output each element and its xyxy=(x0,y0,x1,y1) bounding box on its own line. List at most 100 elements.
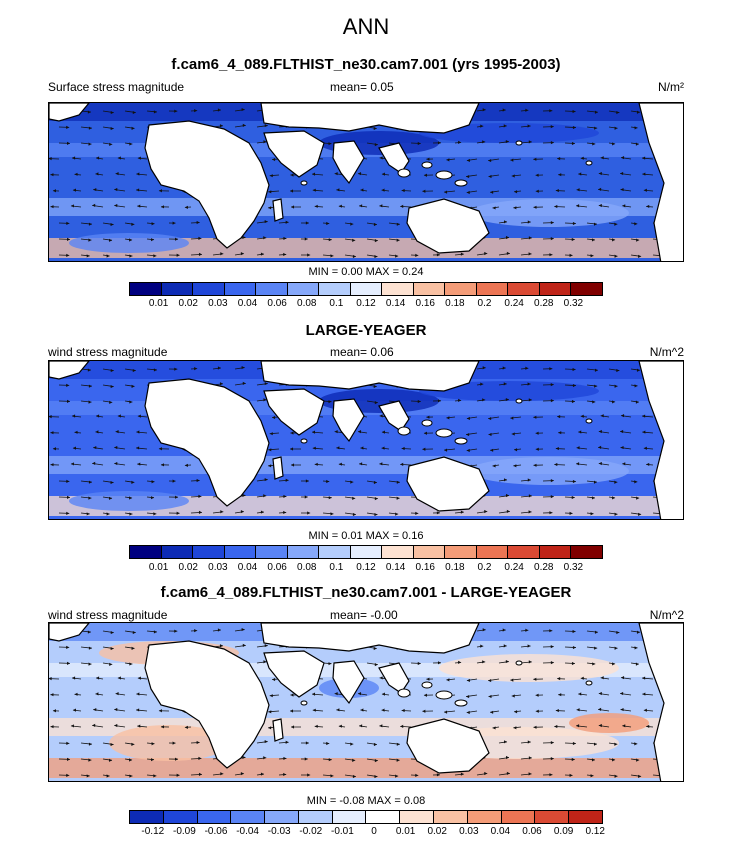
wind-vector-head xyxy=(616,110,620,115)
colorbar-swatch xyxy=(445,283,477,295)
island xyxy=(435,690,453,700)
wind-vector-head xyxy=(114,461,118,466)
wind-vector-head xyxy=(291,725,295,729)
wind-vector-head xyxy=(350,222,354,226)
wind-vector-head xyxy=(219,382,223,386)
colorbar-tick-label: 0.2 xyxy=(477,298,492,309)
wind-vector-head xyxy=(642,172,646,176)
wind-vector-head xyxy=(482,660,486,664)
wind-vector-head xyxy=(268,448,272,452)
colorbar-tick-label: -0.03 xyxy=(267,826,291,837)
wind-vector-head xyxy=(466,710,470,715)
wind-vector-head xyxy=(304,757,308,761)
wind-vector-head xyxy=(634,646,638,650)
wind-vector-head xyxy=(616,368,620,373)
wind-vector-head xyxy=(642,156,646,160)
wind-vector-head xyxy=(514,710,518,714)
wind-vector-head xyxy=(580,156,584,160)
wind-vector-head xyxy=(198,772,202,776)
wind-vector-head xyxy=(642,692,646,696)
wind-vector-head xyxy=(535,173,539,177)
wind-vector-head xyxy=(109,662,113,666)
wind-vector-head xyxy=(571,399,575,404)
wind-vector-head xyxy=(511,174,515,178)
wind-vector-head xyxy=(136,692,140,696)
wind-vector-head xyxy=(511,432,515,436)
wind-vector-head xyxy=(72,676,76,680)
wind-vector-head xyxy=(290,693,294,697)
colorbar-swatch xyxy=(332,811,367,823)
island xyxy=(515,140,523,146)
wind-vector-head xyxy=(554,204,558,209)
wind-vector-head xyxy=(49,157,52,161)
wind-vector-head xyxy=(263,494,267,498)
colorbar-tick-label: 0.02 xyxy=(178,298,198,309)
wind-vector-head xyxy=(379,204,383,208)
wind-vector-head xyxy=(502,628,506,632)
wind-vector-head xyxy=(527,124,531,128)
wind-vector-head xyxy=(480,644,484,648)
island xyxy=(585,418,593,424)
wind-vector-head xyxy=(458,140,462,144)
wind-vector-head xyxy=(360,446,364,450)
wind-vector-head xyxy=(550,741,554,745)
wind-vector-head xyxy=(417,661,421,666)
wind-vector-head xyxy=(591,238,595,242)
wind-vector-head xyxy=(93,445,97,450)
landmass xyxy=(144,640,270,769)
wind-vector-head xyxy=(358,430,362,434)
wind-vector-head xyxy=(160,725,164,729)
wind-vector-head xyxy=(621,156,625,160)
stress-band xyxy=(49,496,683,516)
wind-vector-head xyxy=(636,238,640,242)
wind-vector-head xyxy=(436,773,440,777)
wind-vector-head xyxy=(466,416,470,421)
wind-vector-head xyxy=(137,462,141,466)
wind-vector-head xyxy=(352,496,356,500)
wind-vector-head xyxy=(268,710,272,714)
landmass xyxy=(260,361,480,392)
wind-vector-head xyxy=(176,773,180,777)
wind-vector-head xyxy=(381,708,385,712)
wind-vector-head xyxy=(131,384,135,388)
wind-vector-head xyxy=(352,758,356,762)
panel-1-minmax: MIN = 0.00 MAX = 0.24 xyxy=(308,266,424,278)
wind-vector-head xyxy=(395,512,399,516)
wind-vector-head xyxy=(446,158,450,162)
wind-vector-head xyxy=(492,464,496,468)
wind-vector-head xyxy=(312,188,316,192)
island xyxy=(454,699,468,707)
colorbar-tick-label: 0.01 xyxy=(395,826,416,837)
wind-vector-head xyxy=(338,204,342,208)
wind-vector-head xyxy=(600,156,604,160)
wind-vector-head xyxy=(511,694,515,698)
wind-vector-head xyxy=(137,414,141,418)
wind-vector-head xyxy=(535,189,539,193)
wind-vector-head xyxy=(426,415,430,419)
wind-vector-head xyxy=(550,645,554,649)
wind-vector-head xyxy=(88,142,92,146)
wind-vector-head xyxy=(198,756,202,760)
wind-vector-head xyxy=(614,512,618,516)
wind-vector-head xyxy=(533,725,537,729)
wind-vector-head xyxy=(598,445,602,449)
colorbar-tick-label: 0.04 xyxy=(490,826,511,837)
wind-vector-head xyxy=(549,109,553,113)
wind-vector-head xyxy=(175,495,179,499)
wind-vector-head xyxy=(593,222,597,226)
wind-vector-head xyxy=(291,463,295,467)
wind-vector-head xyxy=(87,630,91,634)
colorbar-swatch xyxy=(476,283,509,295)
wind-vector-head xyxy=(423,693,427,697)
wind-vector-head xyxy=(423,173,427,177)
panel-2-colorbar xyxy=(129,545,603,559)
wind-vector-head xyxy=(50,173,54,177)
wind-vector-head xyxy=(571,495,575,500)
wind-vector-head xyxy=(49,677,52,681)
wind-vector-head xyxy=(594,384,598,388)
wind-vector-head xyxy=(360,188,364,192)
wind-vector-head xyxy=(66,221,70,225)
colorbar-tick-label: -0.04 xyxy=(236,826,259,837)
wind-vector-head xyxy=(636,110,640,114)
wind-vector-head xyxy=(263,660,267,664)
